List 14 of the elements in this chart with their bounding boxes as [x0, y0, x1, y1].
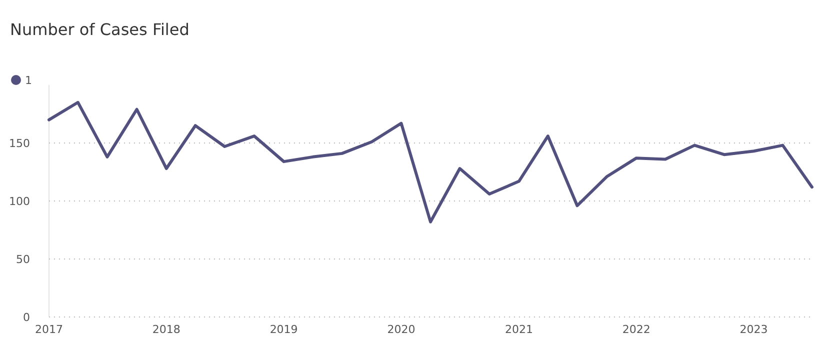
x-tick-label: 2021: [504, 323, 533, 336]
x-tick-label: 2019: [270, 323, 298, 336]
y-tick-label: 50: [16, 253, 30, 266]
line-series: [48, 100, 814, 224]
legend-label: 1: [25, 74, 32, 87]
x-tick-label: 2020: [387, 323, 416, 336]
chart-title: Number of Cases Filed: [10, 20, 190, 39]
x-tick-label: 2022: [622, 323, 650, 336]
y-tick-label: 0: [23, 311, 30, 324]
x-tick-label: 2023: [740, 323, 768, 336]
y-tick-label: 150: [9, 137, 30, 150]
y-tick-label: 100: [9, 195, 30, 208]
x-tick-label: 2017: [35, 323, 63, 336]
x-tick-label: 2018: [152, 323, 180, 336]
